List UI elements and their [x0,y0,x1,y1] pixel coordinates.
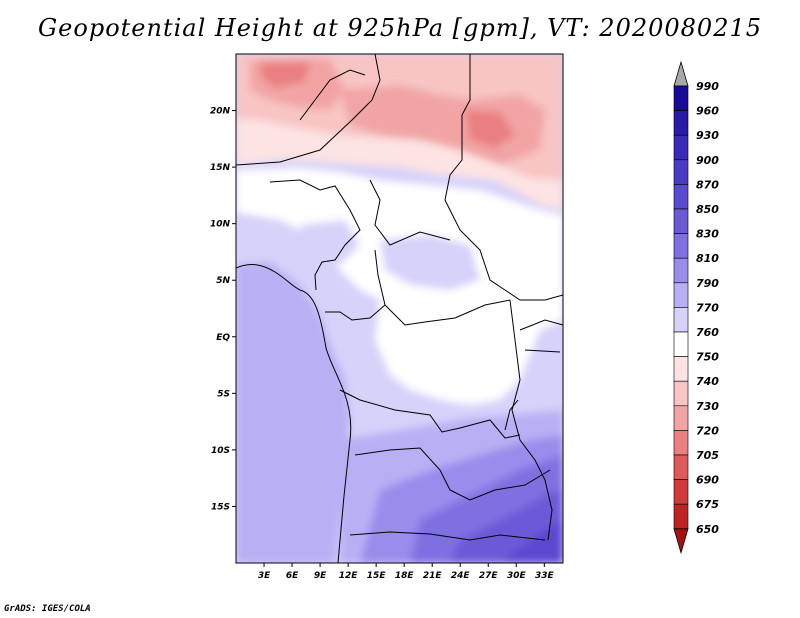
lon-tick-label: 3E [258,571,271,581]
lat-tick-label: 20N [210,107,231,117]
lon-tick-label: 15E [367,571,387,581]
colorbar-swatch [673,405,689,431]
coastlines-borders [236,54,563,563]
lon-tick-label: 27E [479,571,499,581]
colorbar-swatch [673,454,689,480]
lat-tick-label: 5S [217,389,230,399]
colorbar: 990 960 930 900 870 850 830 810 790 770 760 750 740 7… [673,60,719,555]
colorbar-swatch [673,430,689,456]
colorbar-level-label: 930 [696,129,719,142]
colorbar-bottom-arrow [673,528,689,555]
colorbar-swatch [673,356,689,382]
plot-frame [235,53,564,564]
colorbar-level-label: 850 [696,203,719,216]
lat-tick-label: 15N [210,163,231,173]
colorbar-swatch [673,503,689,530]
colorbar-level-label: 740 [696,375,719,388]
colorbar-swatch [673,282,689,308]
colorbar-swatch [673,159,689,185]
colorbar-level-label: 760 [696,326,719,339]
colorbar-top-arrow [673,60,689,87]
map-title: Geopotential Height at 925hPa [gpm], VT:… [38,14,762,42]
colorbar-swatch [673,380,689,407]
lon-tick-label: 18E [395,571,415,581]
colorbar-swatch [673,233,689,259]
colorbar-level-label: 960 [696,105,719,118]
colorbar-swatch [673,184,689,210]
colorbar-level-label: 810 [696,252,719,265]
height-field [236,54,563,563]
colorbar-level-label: 705 [696,449,719,462]
lat-tick-label: 10N [210,220,231,230]
colorbar-level-label: 770 [696,301,719,314]
colorbar-level-label: 900 [696,154,719,167]
lon-tick-label: 24E [451,571,471,581]
colorbar-level-label: 690 [696,474,719,487]
colorbar-swatch [673,307,689,333]
lon-tick-label: 33E [535,571,555,581]
longitude-axis: 3E 6E 9E 12E 15E 18E 21E 24E 27E 30E 33E [258,563,555,581]
colorbar-swatch [673,257,689,284]
colorbar-level-label: 990 [696,80,719,93]
colorbar-level-label: 675 [696,498,719,511]
footer-credit: GrADS: IGES/COLA [4,604,91,614]
colorbar-level-label: 730 [696,400,719,413]
lon-tick-label: 12E [339,571,359,581]
lat-tick-label: 10S [211,446,230,456]
colorbar-swatch [673,134,689,161]
colorbar-level-label: 870 [696,178,719,191]
colorbar-swatch [673,208,689,234]
lon-tick-label: 6E [286,571,299,581]
lat-tick-label: EQ [216,333,230,343]
lat-tick-label: 15S [211,502,230,512]
colorbar-level-label: 830 [696,228,719,241]
lon-tick-label: 9E [314,571,327,581]
colorbar-swatch [673,479,689,505]
colorbar-swatch [673,85,689,111]
colorbar-level-label: 750 [696,351,719,364]
colorbar-swatch [673,331,689,357]
colorbar-swatch [673,110,689,136]
colorbar-level-label: 720 [696,424,719,437]
colorbar-level-label: 650 [696,523,719,536]
latitude-axis: 20N 15N 10N 5N EQ 5S 10S 15S [210,107,236,512]
lat-tick-label: 5N [216,276,230,286]
lon-tick-label: 21E [423,571,443,581]
lon-tick-label: 30E [507,571,527,581]
colorbar-level-label: 790 [696,277,719,290]
